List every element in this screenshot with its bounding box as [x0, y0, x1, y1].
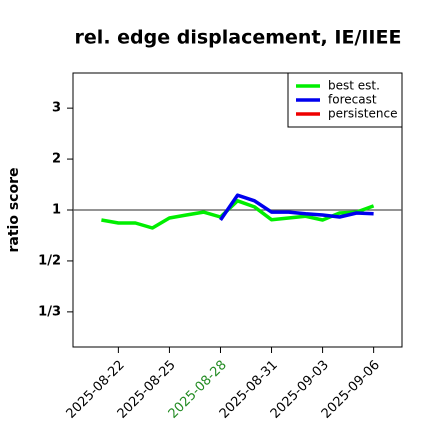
chart-title: rel. edge displacement, IE/IIEE [75, 27, 402, 49]
y-tick-label: 1 [52, 202, 61, 217]
legend-label: persistence [328, 107, 397, 121]
y-tick-label: 2 [52, 152, 61, 167]
legend-label: best est. [328, 79, 380, 93]
y-axis-label: ratio score [6, 168, 22, 253]
legend-label: forecast [328, 93, 377, 107]
series-line [219, 193, 374, 221]
series-line [101, 199, 375, 230]
y-tick-label: 1/2 [38, 253, 61, 268]
y-tick-label: 1/3 [38, 304, 61, 319]
y-tick-label: 3 [52, 101, 61, 116]
